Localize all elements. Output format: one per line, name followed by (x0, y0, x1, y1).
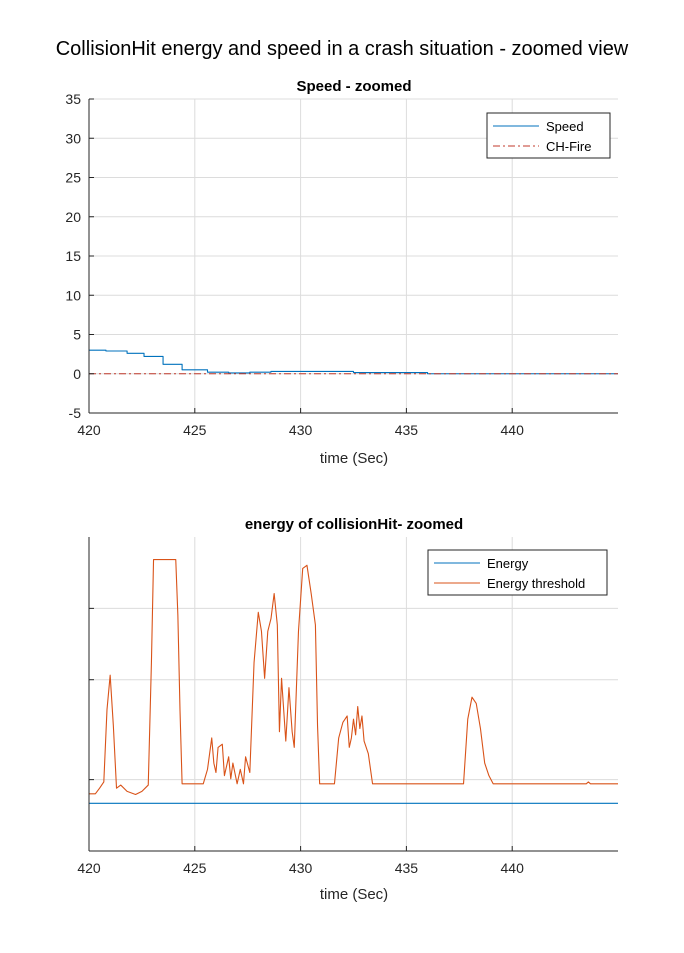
energy-chart: energy of collisionHit- zoomed 420 425 430… (77, 516, 618, 903)
y-tick-label: 20 (65, 209, 81, 225)
speed-chart-legend: Speed CH-Fire (486, 112, 611, 159)
x-tick-label: 420 (77, 860, 101, 876)
legend-label: Speed (546, 119, 584, 134)
legend-box (486, 112, 611, 159)
energy-chart-x-label: time (Sec) (320, 886, 388, 903)
y-tick-label: 10 (65, 287, 81, 303)
legend-label: Energy threshold (487, 576, 585, 591)
speed-chart-title: Speed - zoomed (296, 78, 411, 95)
y-tick-label: 5 (73, 327, 81, 343)
x-tick-label: 440 (501, 860, 525, 876)
series-line-energy-threshold (89, 559, 618, 796)
legend-box (427, 549, 608, 596)
series-line-speed (89, 349, 618, 375)
x-tick-label: 440 (501, 422, 525, 438)
legend-label: Energy (487, 556, 529, 571)
y-tick-label: 15 (65, 248, 81, 264)
x-tick-label: 425 (183, 860, 207, 876)
y-tick-label: -5 (69, 405, 82, 421)
energy-chart-legend: Energy Energy threshold (427, 549, 608, 596)
energy-chart-series (89, 559, 618, 804)
y-tick-label: 0 (73, 366, 81, 382)
figure-title: CollisionHit energy and speed in a crash… (55, 38, 629, 60)
energy-chart-title: energy of collisionHit- zoomed (245, 516, 463, 533)
x-tick-label: 435 (395, 860, 419, 876)
x-tick-label: 425 (183, 422, 207, 438)
speed-chart: Speed - zoomed 420 425 430 435 440 -5 0 5 10 15 20… (65, 78, 618, 467)
energy-chart-axes (88, 537, 618, 852)
y-tick-label: 30 (65, 130, 81, 146)
speed-chart-x-label: time (Sec) (320, 450, 388, 467)
energy-chart-ticks: 420 425 430 435 440 (77, 607, 525, 876)
y-tick-label: 35 (65, 91, 81, 107)
x-tick-label: 430 (289, 860, 313, 876)
speed-chart-ticks: 420 425 430 435 440 -5 0 5 10 15 20 25 30 35 (65, 91, 524, 438)
x-tick-label: 420 (77, 422, 101, 438)
x-tick-label: 430 (289, 422, 313, 438)
x-tick-label: 435 (395, 422, 419, 438)
speed-chart-series (89, 349, 618, 375)
y-tick-label: 25 (65, 170, 81, 186)
legend-label: CH-Fire (546, 139, 592, 154)
